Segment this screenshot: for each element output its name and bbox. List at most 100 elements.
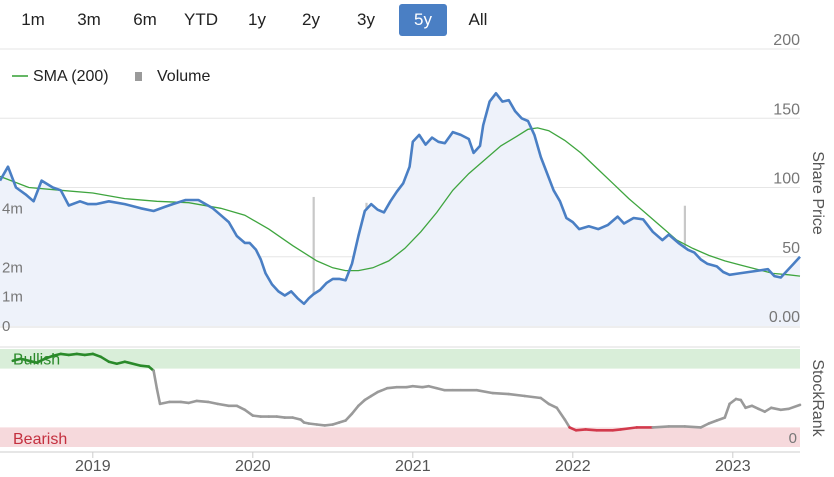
stockrank-segment	[83, 352, 95, 357]
stockrank-segment	[235, 404, 247, 412]
stockrank-segment	[547, 402, 559, 410]
stockrank-segment	[51, 352, 63, 358]
stockrank-segment	[728, 397, 738, 406]
sma-series-line	[0, 127, 801, 277]
range-button-6m[interactable]: 6m	[133, 10, 157, 29]
stockrank-segment	[427, 384, 439, 390]
range-button-1m[interactable]: 1m	[21, 10, 45, 29]
x-tick-label: 2023	[715, 458, 751, 475]
stockrank-segment	[539, 396, 551, 406]
price-axis-title: Share Price	[809, 151, 826, 235]
stockrank-segment	[769, 406, 783, 412]
stockrank-segment	[107, 360, 119, 366]
price-tick-label: 100	[773, 171, 800, 188]
stockrank-segment	[611, 428, 623, 432]
volume-legend-label: Volume	[157, 68, 210, 85]
stockrank-segment	[43, 354, 55, 361]
price-line	[0, 92, 801, 306]
sma-legend-label: SMA (200)	[33, 68, 109, 85]
volume-axis: 0 1m 2m 4m	[2, 201, 23, 335]
stockrank-segment	[75, 352, 87, 357]
x-tick-label: 2022	[555, 458, 591, 475]
price-tick-label: 0.00	[769, 309, 800, 326]
stockrank-segment	[123, 360, 143, 368]
stockrank-segment	[187, 399, 199, 405]
x-tick-label: 2021	[395, 458, 431, 475]
stockrank-segment	[206, 400, 219, 406]
price-series-line	[0, 92, 801, 306]
stockrank-segment	[323, 423, 335, 427]
stockrank-segment	[376, 386, 389, 394]
price-tick-label: 150	[773, 101, 800, 118]
price-axis: 200 150 100 50 0.00 Share Price	[769, 32, 826, 326]
stockrank-segment	[491, 391, 511, 396]
stockrank-segment	[344, 412, 354, 422]
stockrank-segment	[357, 398, 367, 408]
volume-tick-label: 2m	[2, 259, 23, 276]
stockrank-panel: Bullish Bearish 0 StockRank	[0, 346, 826, 448]
stockrank-segment	[307, 422, 319, 426]
sma-line	[0, 127, 801, 277]
price-area	[0, 93, 800, 326]
range-button-3y[interactable]: 3y	[357, 10, 375, 29]
stockrank-segment	[651, 425, 671, 429]
rank-tick-label: 0	[789, 430, 797, 447]
volume-tick-label: 0	[2, 318, 10, 335]
stockrank-segment	[555, 406, 567, 421]
stockrank-segment	[19, 357, 31, 363]
stockrank-segment	[315, 423, 327, 427]
stockrank-segment	[152, 369, 159, 390]
stockrank-segment	[59, 352, 71, 357]
volume-tick-label: 4m	[2, 201, 23, 218]
bullish-band	[0, 349, 800, 369]
range-button-5y[interactable]: 5y	[399, 4, 447, 36]
stockrank-segment	[584, 428, 599, 432]
stockrank-segment	[158, 400, 171, 406]
x-tick-label: 2020	[235, 458, 271, 475]
range-button-2y[interactable]: 2y	[302, 10, 320, 29]
stockrank-segment	[563, 418, 571, 429]
stockrank-segment	[435, 386, 447, 392]
stockrank-segment	[787, 403, 802, 411]
volume-bar	[312, 196, 315, 326]
stockrank-segment	[275, 415, 287, 419]
x-axis: 2019 2020 2021 2022 2023	[0, 451, 800, 475]
stockrank-segment	[291, 416, 303, 421]
price-tick-label: 200	[773, 32, 800, 49]
stockrank-segment	[739, 398, 747, 410]
stockrank-segment	[523, 394, 543, 400]
volume-legend-swatch	[135, 72, 142, 81]
price-tick-label: 50	[782, 240, 800, 257]
stockrank-segment	[779, 407, 791, 412]
stockrank-segment	[574, 428, 587, 432]
stockrank-segment	[619, 426, 639, 431]
range-button-all[interactable]: All	[468, 10, 488, 29]
stockrank-segment	[475, 388, 495, 395]
stockrank-segment	[179, 400, 191, 405]
range-button-1y[interactable]: 1y	[248, 10, 266, 29]
stockrank-segment	[91, 352, 103, 359]
stockrank-segment	[251, 414, 263, 418]
stockrank-segment	[707, 419, 719, 425]
stockrank-segment	[723, 402, 731, 419]
stockrank-segment	[411, 384, 424, 389]
stockrank-segment	[243, 408, 255, 417]
stockrank-segment	[195, 399, 210, 404]
range-button-ytd[interactable]: YTD	[184, 10, 218, 29]
stockrank-segment	[715, 416, 727, 422]
stockrank-segment	[699, 422, 711, 429]
stockrank-segment	[27, 359, 39, 365]
range-button-3m[interactable]: 3m	[77, 10, 101, 29]
stockrank-segment	[99, 355, 111, 364]
stockrank-segment	[385, 385, 399, 390]
price-area-fill	[0, 93, 800, 326]
stockrank-segment	[67, 352, 79, 357]
chart-legend: SMA (200) Volume	[12, 68, 210, 85]
bearish-band	[0, 427, 800, 447]
range-selector: 1m 3m 6m YTD 1y 2y 3y 5y All	[0, 4, 520, 38]
x-tick-label: 2019	[75, 458, 111, 475]
stockrank-segment	[139, 364, 151, 368]
stockrank-segment	[350, 404, 360, 416]
bullish-label: Bullish	[13, 352, 60, 369]
